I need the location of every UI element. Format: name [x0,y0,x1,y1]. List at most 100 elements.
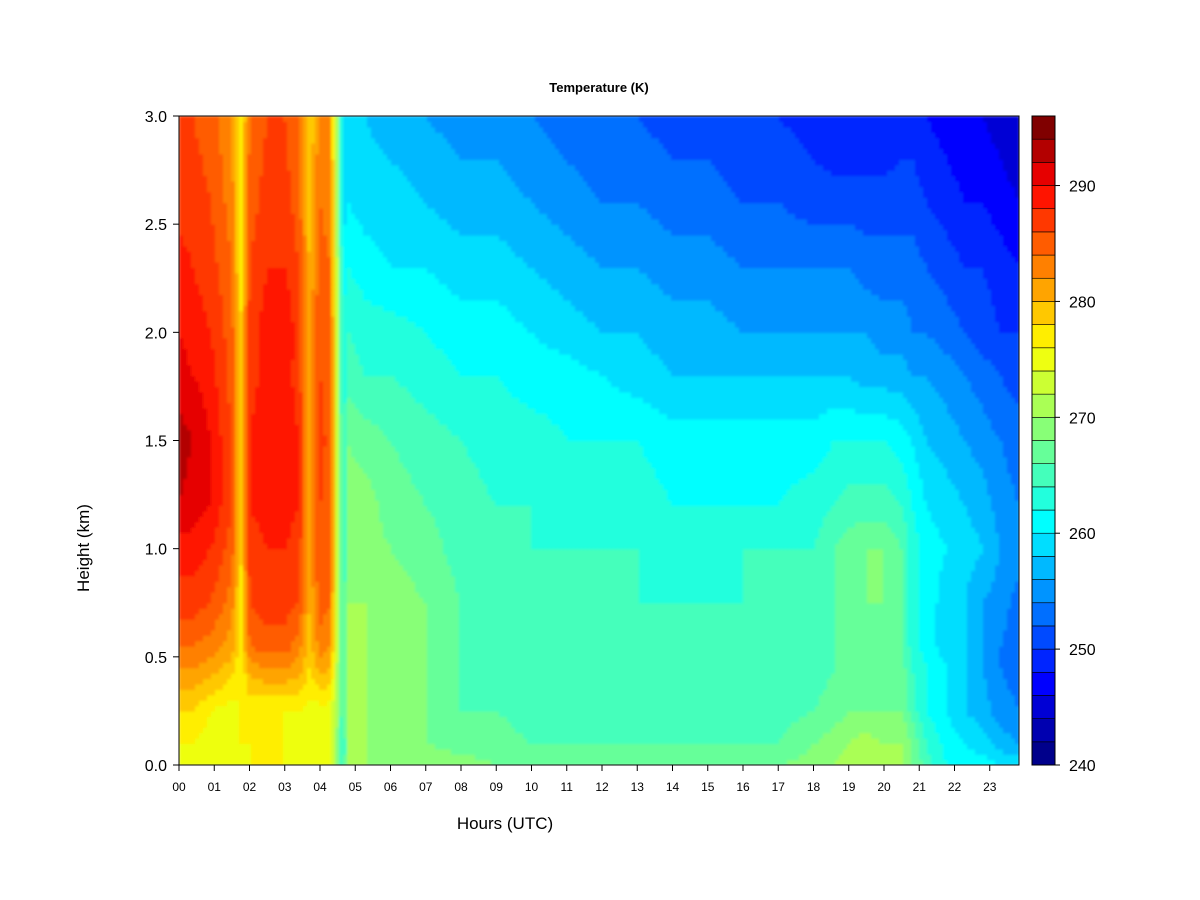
heatmap-cell [895,662,900,668]
heatmap-cell [959,727,964,733]
heatmap-cell [651,749,656,755]
heatmap-cell [423,673,428,679]
heatmap-cell [991,700,996,706]
heatmap-cell [807,678,812,684]
heatmap-cell [371,689,376,695]
heatmap-cell [263,711,268,717]
heatmap-cell [791,738,796,744]
heatmap-cell [271,635,276,641]
heatmap-cell [1007,678,1012,684]
heatmap-cell [663,678,668,684]
heatmap-cell [919,727,924,733]
heatmap-cell [739,673,744,679]
heatmap-cell [999,706,1004,712]
heatmap-cell [687,668,692,674]
heatmap-cell [699,727,704,733]
heatmap-cell [591,635,596,641]
heatmap-cell [623,700,628,706]
heatmap-cell [203,651,208,657]
heatmap-cell [323,749,328,755]
heatmap-cell [299,646,304,652]
heatmap-cell [703,635,708,641]
heatmap-cell [899,733,904,739]
heatmap-cell [711,668,716,674]
heatmap-cell [335,668,340,674]
heatmap-cell [619,695,624,701]
heatmap-cell [823,722,828,728]
heatmap-cell [423,695,428,701]
heatmap-cell [743,635,748,641]
heatmap-cell [715,738,720,744]
heatmap-cell [299,716,304,722]
heatmap-cell [623,733,628,739]
heatmap-cell [699,706,704,712]
heatmap-cell [555,743,560,749]
heatmap-cell [663,716,668,722]
heatmap-cell [543,651,548,657]
heatmap-cell [387,722,392,728]
heatmap-cell [263,668,268,674]
heatmap-cell [291,700,296,706]
heatmap-cell [439,695,444,701]
heatmap-cell [319,662,324,668]
heatmap-cell [291,743,296,749]
heatmap-cell [295,716,300,722]
heatmap-cell [747,657,752,663]
heatmap-cell [735,749,740,755]
heatmap-cell [411,727,416,733]
heatmap-cell [783,716,788,722]
heatmap-cell [719,635,724,641]
heatmap-cell [983,651,988,657]
heatmap-cell [359,706,364,712]
heatmap-cell [399,727,404,733]
heatmap-cell [227,727,232,733]
heatmap-cell [535,716,540,722]
heatmap-cell [191,635,196,641]
heatmap-cell [847,743,852,749]
heatmap-cell [839,695,844,701]
heatmap-cell [855,743,860,749]
heatmap-cell [403,738,408,744]
heatmap-cell [971,673,976,679]
heatmap-cell [271,657,276,663]
heatmap-cell [959,662,964,668]
heatmap-cell [915,754,920,760]
heatmap-cell [471,646,476,652]
heatmap-cell [871,743,876,749]
heatmap-cell [471,662,476,668]
heatmap-cell [663,635,668,641]
heatmap-cell [907,657,912,663]
heatmap-cell [347,657,352,663]
heatmap-cell [947,695,952,701]
heatmap-cell [339,722,344,728]
heatmap-cell [547,684,552,690]
heatmap-cell [271,678,276,684]
heatmap-cell [291,722,296,728]
heatmap-cell [683,743,688,749]
heatmap-cell [511,711,516,717]
heatmap-cell [655,651,660,657]
heatmap-cell [879,673,884,679]
heatmap-cell [179,738,184,744]
heatmap-cell [903,716,908,722]
heatmap-cell [247,657,252,663]
heatmap-cell [191,716,196,722]
heatmap-cell [963,722,968,728]
heatmap-cell [527,711,532,717]
heatmap-cell [747,695,752,701]
heatmap-cell [883,678,888,684]
heatmap-cell [439,749,444,755]
heatmap-cell [491,657,496,663]
heatmap-cell [859,716,864,722]
heatmap-cell [943,754,948,760]
heatmap-cell [983,673,988,679]
heatmap-cell [299,684,304,690]
heatmap-cell [623,689,628,695]
heatmap-cell [539,722,544,728]
heatmap-cell [547,722,552,728]
heatmap-cell [323,635,328,641]
heatmap-cell [655,673,660,679]
heatmap-cell [243,646,248,652]
heatmap-cell [195,738,200,744]
heatmap-cell [451,700,456,706]
